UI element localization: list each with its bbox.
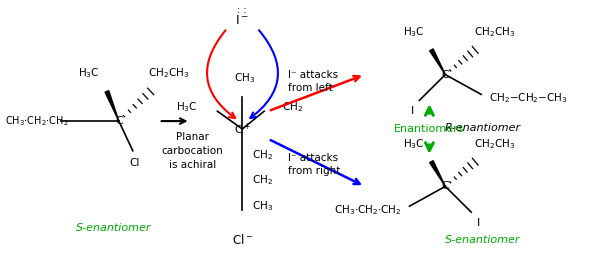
- Text: H$_3$C: H$_3$C: [78, 66, 100, 80]
- Polygon shape: [430, 49, 445, 75]
- Text: I⁻ attacks
from left: I⁻ attacks from left: [288, 70, 338, 93]
- Polygon shape: [105, 91, 119, 121]
- Text: CH$_2$CH$_3$: CH$_2$CH$_3$: [148, 66, 189, 80]
- Text: S-enantiomer: S-enantiomer: [76, 223, 152, 233]
- Text: I⁻ attacks
from right: I⁻ attacks from right: [288, 153, 340, 176]
- Text: R-enantiomer: R-enantiomer: [445, 123, 521, 133]
- Text: CH$_3$$\cdot$CH$_2$$\cdot$CH$_2$: CH$_3$$\cdot$CH$_2$$\cdot$CH$_2$: [334, 203, 401, 217]
- Text: Enantiomers: Enantiomers: [394, 124, 464, 134]
- Text: CH$_2$: CH$_2$: [252, 148, 273, 162]
- Text: H$_3$C: H$_3$C: [403, 137, 424, 151]
- Text: C: C: [115, 116, 123, 126]
- Text: CH$_3$: CH$_3$: [252, 199, 274, 213]
- Text: CH$_2$CH$_3$: CH$_2$CH$_3$: [475, 137, 516, 151]
- Text: CH$_2$: CH$_2$: [252, 174, 273, 187]
- Polygon shape: [430, 161, 445, 186]
- Text: : :: : :: [238, 5, 247, 15]
- Text: H$_3$C: H$_3$C: [176, 100, 197, 114]
- Text: I$^-$: I$^-$: [235, 14, 249, 27]
- Text: C: C: [442, 181, 449, 191]
- Text: C$^+$: C$^+$: [234, 121, 251, 137]
- Text: I: I: [476, 218, 480, 228]
- Text: S-enantiomer: S-enantiomer: [445, 235, 521, 245]
- Text: Planar
carbocation
is achiral: Planar carbocation is achiral: [161, 132, 223, 170]
- Text: Cl: Cl: [130, 158, 140, 168]
- Text: C: C: [442, 70, 449, 80]
- Text: CH$_3$$\cdot$CH$_2$$\cdot$CH$_2$: CH$_3$$\cdot$CH$_2$$\cdot$CH$_2$: [5, 114, 69, 128]
- Text: CH$_3$: CH$_3$: [233, 72, 255, 85]
- Text: Cl$^-$: Cl$^-$: [232, 233, 253, 247]
- Text: CH$_2$: CH$_2$: [282, 100, 303, 114]
- Text: I: I: [411, 106, 414, 116]
- Text: CH$_2$CH$_3$: CH$_2$CH$_3$: [475, 25, 516, 39]
- Text: H$_3$C: H$_3$C: [403, 25, 424, 39]
- Text: CH$_2$$-$CH$_2$$-$CH$_3$: CH$_2$$-$CH$_2$$-$CH$_3$: [489, 91, 568, 105]
